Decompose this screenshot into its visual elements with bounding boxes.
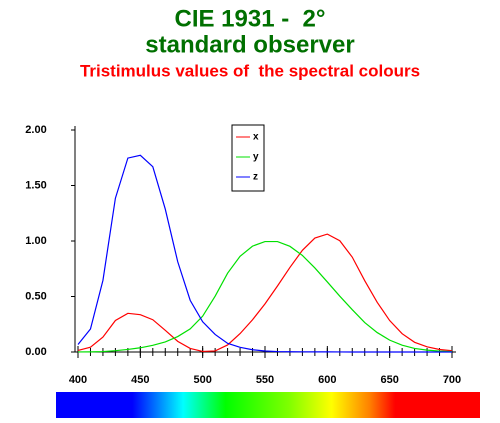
spectrum-bar	[56, 392, 480, 418]
chart-title: standard observer	[145, 31, 354, 58]
y-tick-label: 0.00	[25, 346, 46, 358]
chart-subtitle: Tristimulus values of the spectral colou…	[80, 61, 420, 80]
x-tick-label: 500	[193, 374, 211, 386]
legend-box	[231, 124, 265, 192]
x-tick-label: 450	[131, 374, 149, 386]
x-tick-label: 550	[256, 374, 274, 386]
legend-label: z	[253, 172, 258, 183]
chart-title: CIE 1931 - 2°	[174, 5, 325, 32]
y-tick-label: 1.00	[25, 235, 46, 247]
x-tick-label: 650	[380, 374, 398, 386]
legend-label: y	[253, 152, 259, 163]
x-tick-label: 700	[443, 374, 461, 386]
x-tick-label: 600	[318, 374, 336, 386]
legend-label: x	[253, 132, 259, 143]
x-tick-label: 400	[69, 374, 87, 386]
line	[77, 154, 452, 353]
line	[77, 233, 453, 353]
y-tick-label: 2.00	[25, 124, 46, 136]
y-tick-label: 1.50	[25, 179, 46, 191]
line	[77, 240, 453, 353]
y-tick-label: 0.50	[25, 290, 46, 302]
